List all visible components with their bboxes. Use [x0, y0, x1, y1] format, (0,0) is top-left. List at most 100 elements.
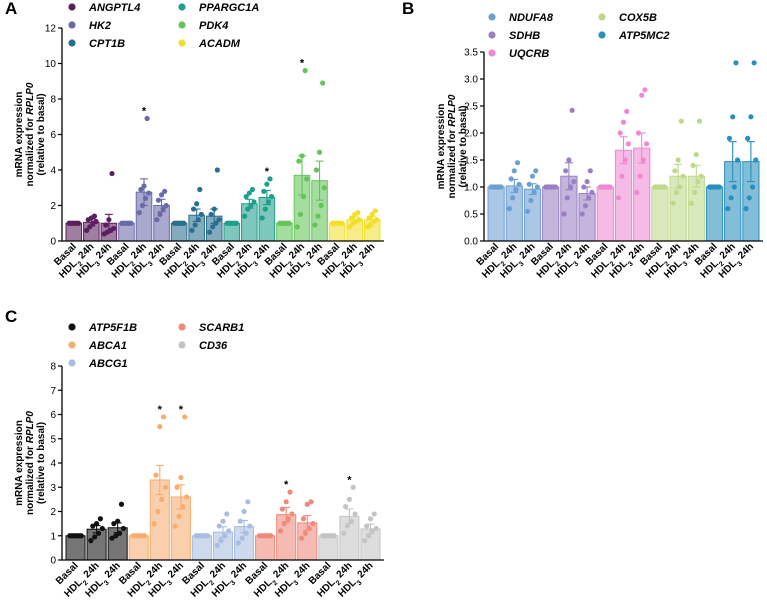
data-point: [321, 185, 327, 191]
data-point: [677, 184, 683, 190]
data-point: [374, 217, 380, 223]
data-point: [526, 181, 532, 187]
data-point: [566, 157, 572, 163]
data-point: [211, 206, 217, 212]
data-point: [146, 190, 152, 196]
legend-marker: [68, 3, 76, 11]
data-point: [192, 222, 198, 228]
data-point: [208, 211, 214, 217]
data-point: [304, 176, 310, 182]
data-point: [318, 202, 324, 209]
legend-label: ABCG1: [88, 358, 128, 370]
data-point: [298, 535, 305, 541]
data-point: [157, 424, 163, 430]
legend-label: ATP5F1B: [88, 322, 137, 334]
data-point: [190, 206, 197, 212]
bar: [118, 222, 135, 242]
data-point: [514, 160, 521, 166]
y-axis-label: (relative to basal): [36, 422, 47, 504]
data-point: [528, 197, 534, 204]
data-point: [352, 511, 358, 517]
data-point: [183, 494, 190, 500]
data-point: [368, 222, 374, 228]
data-point: [69, 533, 75, 539]
data-point: [296, 158, 302, 164]
data-point: [625, 141, 631, 147]
data-point: [297, 211, 304, 217]
data-point: [136, 533, 142, 539]
panel-A: A 0 2 4 6 8 10 12 mRNA expression normalized for …: [5, 0, 384, 281]
data-point: [695, 179, 701, 185]
data-point: [179, 220, 185, 226]
data-point: [214, 542, 220, 549]
data-point: [356, 217, 362, 223]
data-point: [302, 68, 308, 74]
legend-marker: [68, 21, 76, 29]
data-point: [734, 157, 741, 163]
data-point: [564, 195, 570, 201]
significance-star: *: [265, 166, 270, 178]
data-point: [174, 484, 180, 490]
data-point: [197, 186, 203, 193]
data-point: [511, 168, 517, 174]
y-tick-label: 8: [50, 95, 56, 106]
data-point: [731, 184, 737, 190]
data-point: [132, 533, 138, 539]
data-point: [496, 184, 502, 190]
bar: [487, 186, 505, 242]
data-point: [316, 149, 323, 155]
data-point: [277, 528, 284, 534]
data-point: [346, 496, 352, 502]
data-point: [172, 523, 178, 529]
data-point: [262, 533, 268, 539]
data-point: [213, 220, 219, 226]
y-axis-label: (relative to basal): [36, 93, 47, 175]
data-point: [533, 168, 539, 174]
panel-C: C 0 1 2 3 4 5 6 7 8 mRNA expression normalized for …: [5, 307, 384, 600]
data-point: [619, 173, 625, 179]
y-axis-label: normalized for RPLP0: [447, 94, 458, 198]
bar: [578, 192, 596, 242]
data-point: [111, 521, 117, 527]
data-point: [222, 533, 228, 539]
data-point: [584, 179, 590, 185]
significance-star: *: [158, 404, 163, 416]
y-tick-label: 0.5: [464, 210, 478, 221]
data-point: [308, 499, 314, 505]
data-point: [160, 206, 166, 212]
data-point: [310, 521, 316, 527]
data-point: [672, 168, 678, 174]
legend-label: CD36: [199, 340, 228, 352]
legend-label: ABCA1: [88, 340, 127, 352]
data-point: [563, 168, 569, 174]
bar: [542, 186, 560, 242]
y-tick-label: 10: [45, 59, 57, 70]
data-point: [733, 60, 739, 66]
data-point: [751, 60, 757, 66]
data-point: [728, 195, 734, 201]
data-point: [239, 535, 245, 541]
data-point: [106, 217, 112, 223]
data-point: [299, 153, 305, 159]
bar: [170, 222, 188, 242]
data-point: [258, 533, 264, 539]
data-point: [195, 533, 201, 539]
data-point: [369, 528, 375, 534]
y-tick-label: 1.0: [464, 183, 478, 194]
data-point: [235, 540, 241, 546]
data-point: [337, 220, 343, 226]
data-point: [302, 530, 308, 536]
y-tick-label: 12: [45, 24, 57, 35]
legend-marker: [178, 323, 186, 331]
data-point: [103, 222, 109, 228]
legend-label: SDHB: [509, 30, 540, 42]
y-tick-label: 2: [50, 201, 56, 212]
data-point: [300, 516, 307, 522]
data-point: [675, 157, 681, 163]
legend-marker: [488, 49, 496, 57]
data-point: [155, 197, 162, 203]
y-tick-label: 0.0: [464, 237, 478, 248]
legend-marker: [68, 39, 76, 47]
data-point: [91, 213, 98, 219]
data-point: [245, 499, 251, 505]
